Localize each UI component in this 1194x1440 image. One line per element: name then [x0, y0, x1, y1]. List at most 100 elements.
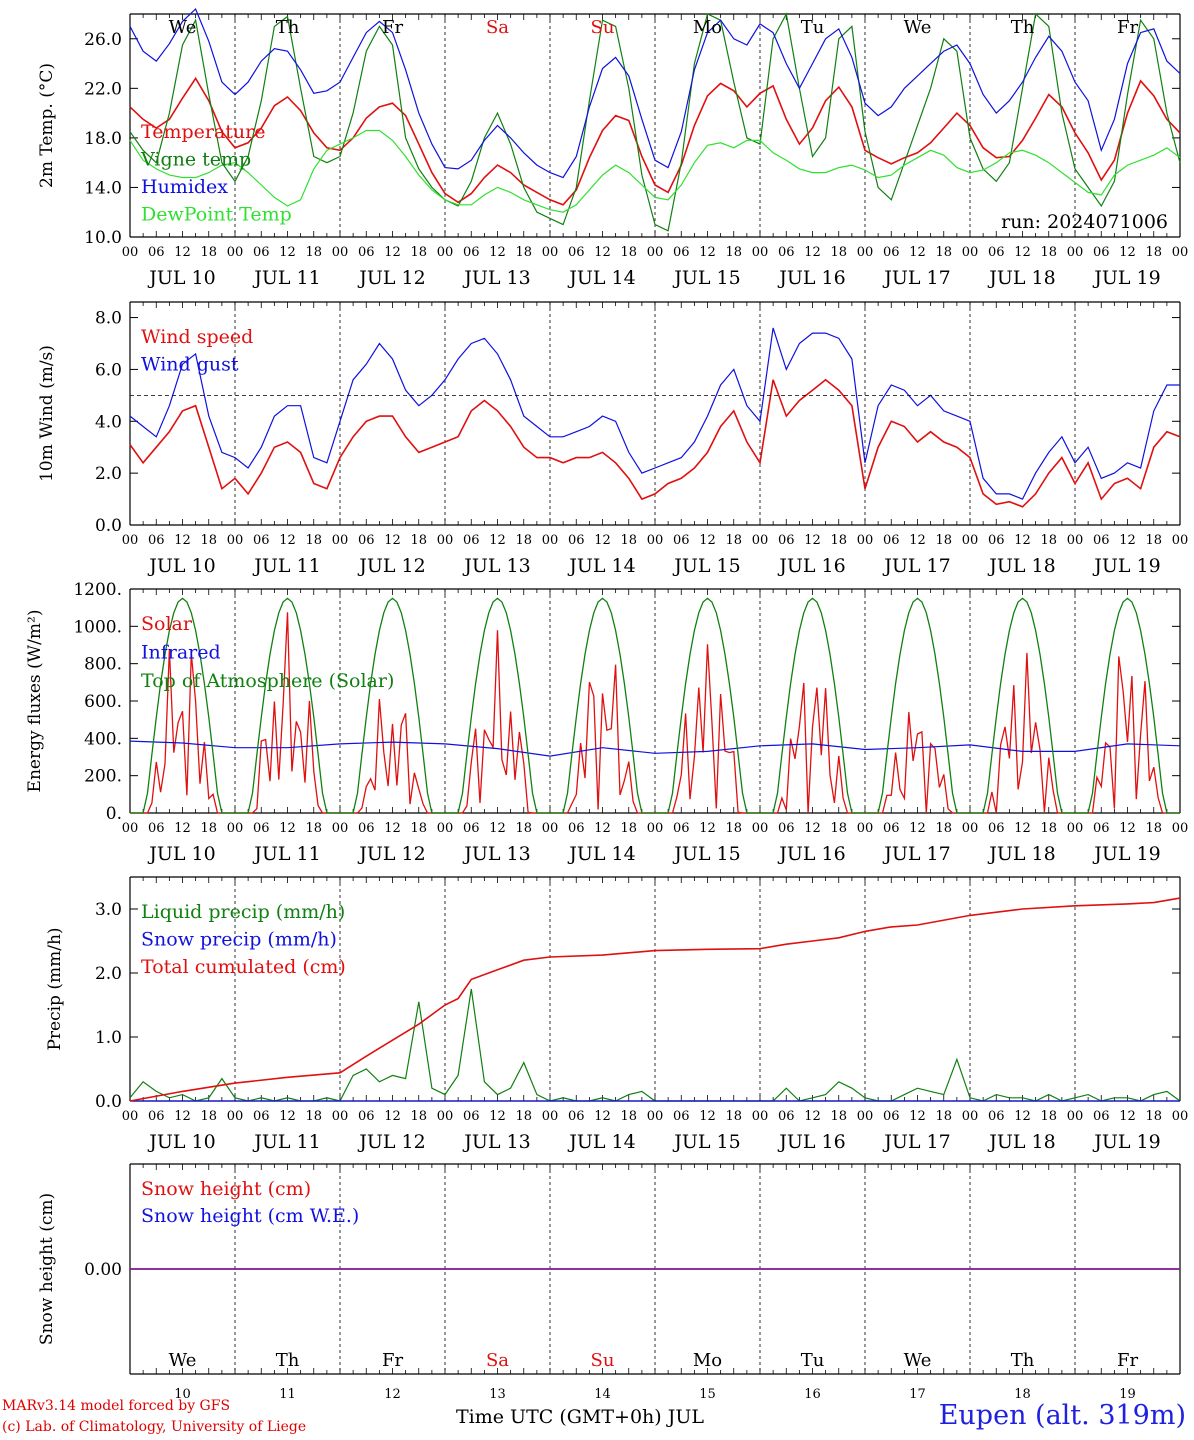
x-hour-label: 18 — [1145, 245, 1162, 260]
day-number-label: 10 — [174, 1387, 191, 1402]
y-tick-label: 0. — [106, 804, 122, 824]
x-day-label: JUL 18 — [987, 843, 1055, 865]
x-hour-label: 06 — [988, 533, 1005, 548]
x-day-label: JUL 13 — [462, 843, 530, 865]
x-hour-label: 00 — [122, 821, 139, 836]
day-number-label: 13 — [489, 1387, 506, 1402]
series-wind-speed — [129, 378, 1181, 508]
x-hour-label: 06 — [883, 245, 900, 260]
legend-entry: Top of Atmosphere (Solar) — [141, 670, 394, 692]
x-day-label: JUL 16 — [777, 1131, 845, 1153]
x-hour-label: 18 — [830, 821, 847, 836]
x-hour-label: 00 — [542, 1109, 559, 1124]
x-hour-label: 00 — [437, 1109, 454, 1124]
x-hour-label: 00 — [332, 533, 349, 548]
x-hour-label: 18 — [830, 245, 847, 260]
weekday-label-top: Th — [276, 17, 300, 38]
x-hour-label: 12 — [699, 821, 716, 836]
x-hour-label: 06 — [1093, 821, 1110, 836]
x-hour-label: 06 — [463, 533, 480, 548]
x-hour-label: 18 — [935, 245, 952, 260]
x-hour-label: 06 — [988, 245, 1005, 260]
y-tick-label: 600. — [84, 692, 122, 712]
y-tick-label: 10.0 — [84, 228, 122, 248]
x-hour-label: 00 — [857, 533, 874, 548]
station-label: Eupen (alt. 319m) — [938, 1400, 1186, 1431]
x-hour-label: 12 — [804, 1109, 821, 1124]
x-day-label: JUL 11 — [252, 843, 320, 865]
x-hour-label: 12 — [699, 1109, 716, 1124]
x-day-label: JUL 14 — [567, 555, 635, 577]
x-day-label: JUL 17 — [882, 843, 950, 865]
x-hour-label: 00 — [332, 1109, 349, 1124]
x-hour-label: 06 — [253, 533, 270, 548]
y-tick-label: 1.0 — [95, 1028, 122, 1048]
x-hour-label: 18 — [620, 1109, 637, 1124]
x-hour-label: 18 — [830, 533, 847, 548]
legend-entry: Snow height (cm) — [141, 1178, 311, 1200]
x-hour-label: 12 — [384, 821, 401, 836]
y-tick-label: 2.0 — [95, 964, 122, 984]
weekday-label-bottom: We — [169, 1350, 197, 1371]
x-hour-label: 06 — [778, 533, 795, 548]
x-hour-label: 00 — [1172, 245, 1189, 260]
weekday-label-top: Fr — [382, 17, 403, 38]
x-hour-label: 18 — [725, 533, 742, 548]
x-day-label: JUL 16 — [777, 843, 845, 865]
x-hour-label: 18 — [1145, 533, 1162, 548]
x-hour-label: 12 — [384, 1109, 401, 1124]
x-hour-label: 00 — [1172, 821, 1189, 836]
x-hour-label: 12 — [804, 821, 821, 836]
x-hour-label: 18 — [620, 245, 637, 260]
legend-entry: DewPoint Temp — [141, 204, 292, 226]
y-tick-label: 26.0 — [84, 30, 122, 50]
x-day-label: JUL 18 — [987, 555, 1055, 577]
x-hour-label: 06 — [778, 821, 795, 836]
x-hour-label: 12 — [489, 1109, 506, 1124]
x-hour-label: 12 — [489, 533, 506, 548]
x-hour-label: 06 — [673, 821, 690, 836]
y-axis-label: 2m Temp. (°C) — [37, 63, 57, 188]
day-number-label: 18 — [1014, 1387, 1031, 1402]
x-hour-label: 12 — [1014, 533, 1031, 548]
weekday-label-bottom: We — [904, 1350, 932, 1371]
x-hour-label: 12 — [384, 533, 401, 548]
x-hour-label: 06 — [463, 821, 480, 836]
x-hour-label: 00 — [122, 1109, 139, 1124]
y-tick-label: 8.0 — [95, 309, 122, 329]
y-tick-label: 0.00 — [84, 1260, 122, 1280]
x-day-label: JUL 15 — [672, 1131, 740, 1153]
x-hour-label: 18 — [515, 245, 532, 260]
day-number-label: 12 — [384, 1387, 401, 1402]
x-day-label: JUL 13 — [462, 1131, 530, 1153]
x-hour-label: 00 — [227, 245, 244, 260]
x-hour-label: 06 — [253, 821, 270, 836]
legend-entry: Solar — [141, 613, 193, 635]
credit-lab: (c) Lab. of Climatology, University of L… — [2, 1419, 307, 1435]
y-tick-label: 4.0 — [95, 412, 122, 432]
x-hour-label: 06 — [988, 1109, 1005, 1124]
x-hour-label: 12 — [594, 821, 611, 836]
x-day-label: JUL 11 — [252, 267, 320, 289]
x-hour-label: 00 — [962, 533, 979, 548]
y-tick-label: 1000. — [73, 617, 122, 637]
x-day-label: JUL 10 — [147, 843, 215, 865]
series-wind-gust — [129, 327, 1180, 500]
y-tick-label: 0.0 — [95, 516, 122, 536]
series-infrared — [129, 740, 1181, 757]
x-hour-label: 00 — [542, 245, 559, 260]
legend-entry: Temperature — [141, 121, 265, 143]
y-tick-label: 22.0 — [84, 79, 122, 99]
x-hour-label: 18 — [200, 245, 217, 260]
x-hour-label: 00 — [227, 821, 244, 836]
x-hour-label: 06 — [673, 1109, 690, 1124]
weekday-label-top: Su — [591, 17, 615, 38]
x-day-label: JUL 17 — [882, 267, 950, 289]
x-hour-label: 06 — [253, 1109, 270, 1124]
x-hour-label: 06 — [358, 533, 375, 548]
x-hour-label: 12 — [174, 245, 191, 260]
x-hour-label: 00 — [647, 821, 664, 836]
x-hour-label: 06 — [568, 245, 585, 260]
x-day-label: JUL 15 — [672, 267, 740, 289]
x-hour-label: 06 — [568, 821, 585, 836]
